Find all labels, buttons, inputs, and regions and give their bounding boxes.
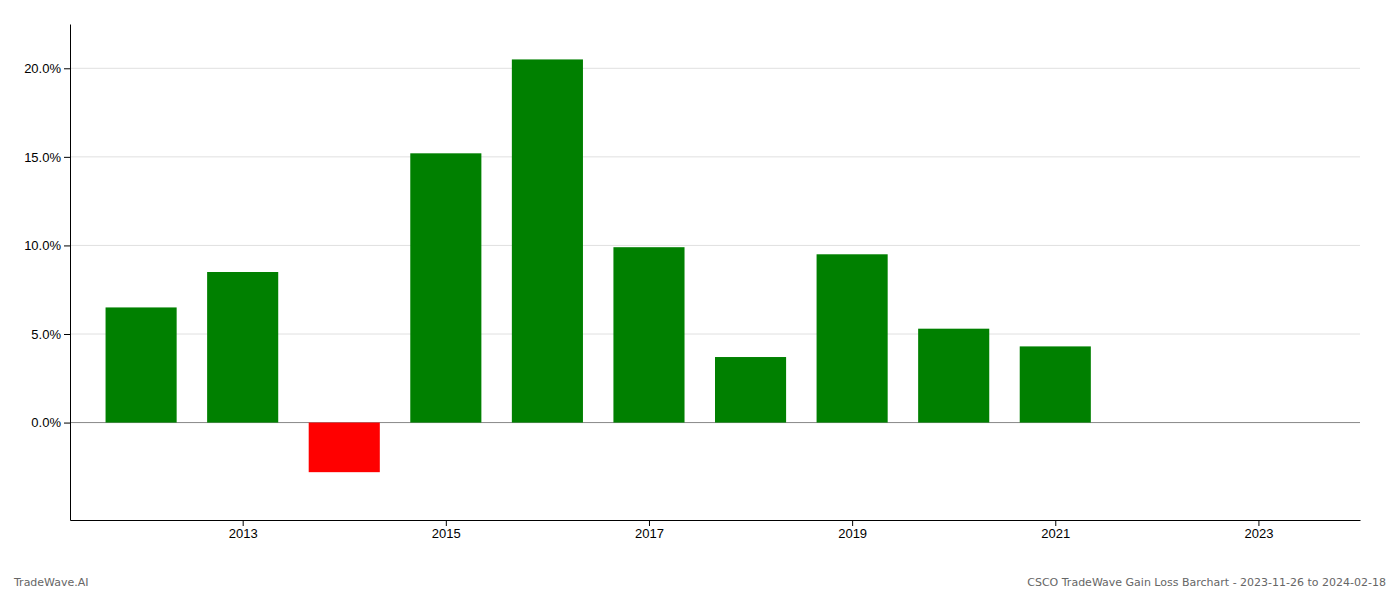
x-tick-label: 2013 [229,526,258,541]
x-axis: 2013 2015 2017 2019 2021 2023 [71,520,1361,541]
y-axis-line [70,25,71,521]
x-tick-label: 2017 [635,526,664,541]
y-tick: 0.0% [31,415,70,430]
bar [613,247,684,422]
x-tick: 2021 [1041,520,1070,541]
y-tick-label: 20.0% [24,61,61,76]
bar [106,307,177,422]
y-tick-mark [64,245,70,246]
x-tick-mark [1055,520,1056,526]
x-tick-mark [243,520,244,526]
y-tick-mark [64,157,70,158]
x-tick-mark [446,520,447,526]
grid [70,68,1360,422]
bar [410,153,481,422]
y-tick-label: 0.0% [31,415,61,430]
plot: 0.0%5.0%10.0%15.0%20.0%20132015201720192… [24,25,1360,542]
y-tick-label: 10.0% [24,238,61,253]
footer-left: TradeWave.AI [13,576,89,589]
x-tick-mark [852,520,853,526]
y-tick: 15.0% [24,150,70,165]
bar [918,329,989,423]
x-tick: 2017 [635,520,664,541]
footer-right: CSCO TradeWave Gain Loss Barchart - 2023… [1027,576,1386,589]
bar [817,254,888,422]
x-tick: 2013 [229,520,258,541]
y-tick: 5.0% [31,327,70,342]
y-tick-label: 15.0% [24,150,61,165]
bar [715,357,786,423]
bar [1020,346,1091,422]
y-tick-mark [64,334,70,335]
x-tick-label: 2023 [1244,526,1273,541]
y-tick: 10.0% [24,238,70,253]
grid-line [70,245,1360,246]
chart: 0.0%5.0%10.0%15.0%20.0%20132015201720192… [0,0,1400,600]
x-tick: 2019 [838,520,867,541]
y-tick-mark [64,423,70,424]
bar [512,59,583,422]
x-axis-line [71,520,1361,521]
x-tick: 2015 [432,520,461,541]
y-tick-label: 5.0% [31,327,61,342]
grid-line [70,68,1360,69]
bar [207,272,278,423]
x-tick-mark [1258,520,1259,526]
y-tick-mark [64,68,70,69]
y-tick: 20.0% [24,61,70,76]
bar [309,423,380,473]
x-tick-label: 2021 [1041,526,1070,541]
bars [106,59,1091,472]
x-tick-mark [649,520,650,526]
x-tick-label: 2019 [838,526,867,541]
x-tick: 2023 [1244,520,1273,541]
grid-line [70,156,1360,157]
y-axis: 0.0% 5.0% 10.0% 15.0% 20.0% [24,25,70,521]
x-tick-label: 2015 [432,526,461,541]
